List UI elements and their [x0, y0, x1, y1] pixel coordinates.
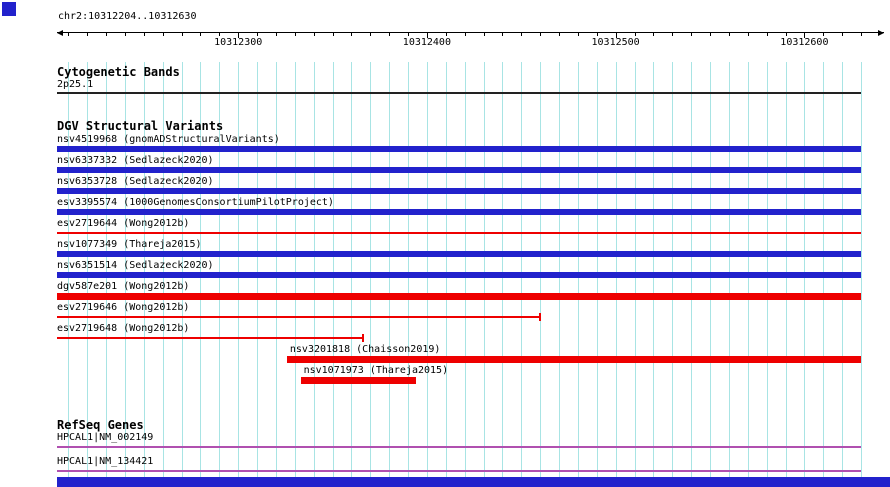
- variant-label: nsv6353728 (Sedlazeck2020): [57, 176, 214, 187]
- variant-bar[interactable]: [57, 209, 861, 215]
- variant-label: nsv4519968 (gnomADStructuralVariants): [57, 134, 280, 145]
- ruler-minor-tick: [842, 33, 844, 36]
- ruler-minor-tick: [143, 33, 145, 36]
- variant-label: esv2719646 (Wong2012b): [57, 302, 190, 313]
- region-label: chr2:10312204..10312630: [58, 11, 197, 22]
- ruler-minor-tick: [766, 33, 768, 36]
- ruler-major-tick: [804, 33, 806, 38]
- ruler-tick-label: 10312500: [591, 37, 640, 48]
- variant-end-tick: [539, 313, 542, 321]
- cytoband-bar[interactable]: [57, 92, 861, 94]
- ruler-minor-tick: [313, 33, 315, 36]
- ruler-minor-tick: [540, 33, 542, 36]
- variant-label: nsv1071973 (Thareja2015): [303, 365, 449, 376]
- variant-bar[interactable]: [57, 167, 861, 173]
- section-title-dgv: DGV Structural Variants: [57, 119, 224, 133]
- section-title-refseq: RefSeq Genes: [57, 418, 144, 432]
- variant-bar[interactable]: [286, 356, 861, 363]
- variant-end-tick: [362, 334, 365, 342]
- variant-label: esv2719648 (Wong2012b): [57, 323, 190, 334]
- ruler-major-tick: [238, 33, 240, 38]
- gene-label: HPCAL1|NM_134421: [57, 456, 154, 467]
- ruler-minor-tick: [785, 33, 787, 36]
- variant-label: nsv1077349 (Thareja2015): [57, 239, 202, 250]
- ruler-minor-tick: [521, 33, 523, 36]
- ruler-minor-tick: [257, 33, 259, 36]
- section-title-cytogenetic: Cytogenetic Bands: [57, 65, 180, 79]
- variant-bar[interactable]: [57, 251, 861, 257]
- ruler-tick-label: 10312600: [780, 37, 829, 48]
- ruler-minor-tick: [162, 33, 164, 36]
- variant-line[interactable]: [57, 337, 364, 339]
- gene-line[interactable]: [57, 446, 861, 448]
- ruler-minor-tick: [408, 33, 409, 36]
- ruler-tick-label: 10312300: [214, 37, 263, 48]
- ruler-line: [57, 32, 884, 33]
- cytoband-label: 2p25.1: [57, 79, 94, 90]
- ruler-major-tick: [426, 33, 428, 38]
- ruler-minor-tick: [219, 33, 221, 36]
- ruler-minor-tick: [634, 33, 636, 36]
- ruler-minor-tick: [124, 33, 126, 36]
- ruler-minor-tick: [710, 33, 711, 36]
- ruler-minor-tick: [294, 33, 296, 36]
- ruler-minor-tick: [691, 33, 693, 36]
- ruler-minor-tick: [370, 33, 372, 36]
- variant-label: nsv3201818 (Chaisson2019): [289, 344, 441, 355]
- ruler-minor-tick: [68, 33, 70, 36]
- pan-right-arrow-icon[interactable]: [878, 30, 884, 36]
- ruler-minor-tick: [502, 33, 504, 36]
- variant-bar[interactable]: [57, 272, 861, 278]
- variant-label: dgv587e201 (Wong2012b): [57, 281, 190, 292]
- gene-label: HPCAL1|NM_002149: [57, 432, 154, 443]
- ruler-minor-tick: [445, 33, 447, 36]
- ruler-minor-tick: [351, 33, 353, 36]
- ruler-minor-tick: [464, 33, 466, 36]
- variant-bar[interactable]: [300, 377, 416, 384]
- ruler-minor-tick: [747, 33, 749, 36]
- variant-bar[interactable]: [57, 188, 861, 194]
- variant-label: esv3395574 (1000GenomesConsortiumPilotPr…: [57, 197, 334, 208]
- ruler-minor-tick: [653, 33, 655, 36]
- gene-line[interactable]: [57, 470, 861, 472]
- ruler-minor-tick: [577, 33, 579, 36]
- ruler-minor-tick: [823, 33, 825, 36]
- ruler-minor-tick: [200, 33, 202, 36]
- ruler-minor-tick: [389, 33, 391, 36]
- ruler-minor-tick: [87, 33, 89, 36]
- ruler-minor-tick: [728, 33, 730, 36]
- variant-line[interactable]: [57, 232, 861, 234]
- ruler-major-tick: [615, 33, 617, 38]
- ruler-minor-tick: [106, 33, 108, 36]
- variant-label: nsv6337332 (Sedlazeck2020): [57, 155, 214, 166]
- gridline: [861, 62, 862, 487]
- variant-label: nsv6351514 (Sedlazeck2020): [57, 260, 214, 271]
- ruler-minor-tick: [672, 33, 674, 36]
- ruler-minor-tick: [483, 33, 485, 36]
- ruler-tick-label: 10312400: [402, 37, 451, 48]
- partial-variant-bar[interactable]: [57, 477, 890, 487]
- corner-marker-icon: [2, 2, 16, 16]
- ruler-minor-tick: [275, 33, 277, 36]
- variant-line[interactable]: [57, 316, 541, 318]
- variant-bar[interactable]: [57, 146, 861, 152]
- ruler-minor-tick: [559, 33, 560, 36]
- ruler-minor-tick: [332, 33, 334, 36]
- ruler-minor-tick: [861, 33, 862, 36]
- variant-bar[interactable]: [57, 293, 861, 300]
- variant-label: esv2719644 (Wong2012b): [57, 218, 190, 229]
- pan-left-arrow-icon[interactable]: [57, 30, 63, 36]
- ruler-minor-tick: [181, 33, 183, 36]
- ruler-minor-tick: [596, 33, 598, 36]
